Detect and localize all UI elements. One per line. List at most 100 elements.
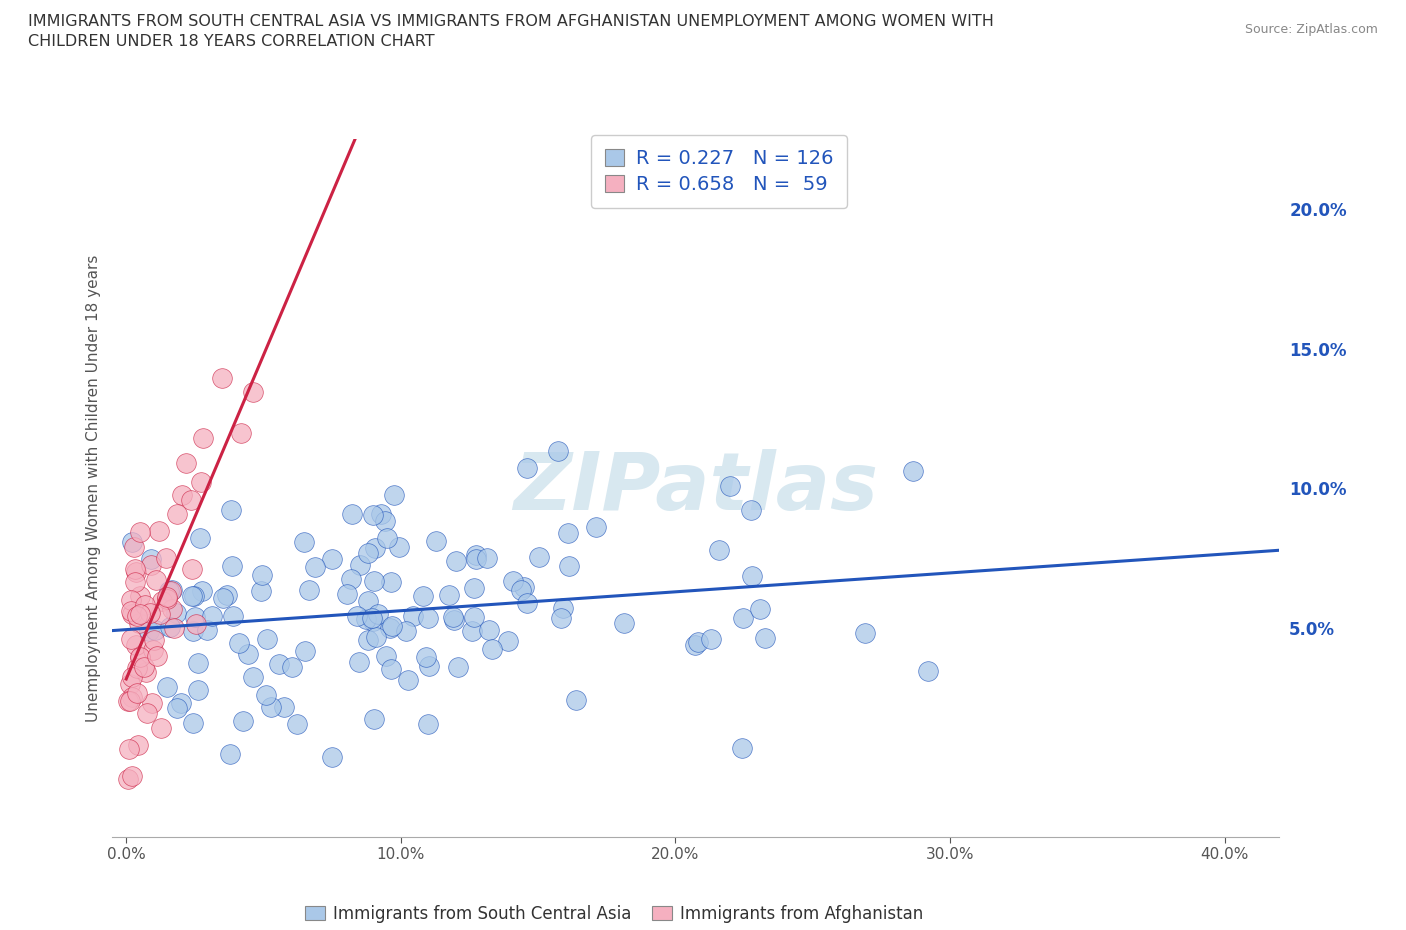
Point	[201, 608, 224, 623]
Point	[148, 524, 170, 538]
Text: ZIPatlas: ZIPatlas	[513, 449, 879, 527]
Point	[269, 657, 291, 671]
Point	[129, 649, 152, 664]
Point	[138, 624, 160, 639]
Point	[156, 590, 179, 604]
Point	[163, 620, 186, 635]
Point	[190, 531, 212, 546]
Point	[249, 583, 271, 598]
Point	[219, 503, 242, 518]
Point	[120, 592, 142, 607]
Point	[718, 478, 741, 493]
Legend: Immigrants from South Central Asia, Immigrants from Afghanistan: Immigrants from South Central Asia, Immi…	[298, 898, 931, 930]
Point	[481, 642, 503, 657]
Point	[298, 582, 321, 597]
Point	[159, 619, 181, 634]
Point	[281, 659, 304, 674]
Point	[181, 715, 204, 730]
Point	[222, 609, 245, 624]
Point	[156, 680, 179, 695]
Point	[740, 502, 762, 517]
Point	[464, 551, 486, 566]
Point	[292, 535, 315, 550]
Point	[187, 656, 209, 671]
Point	[374, 514, 396, 529]
Point	[236, 646, 259, 661]
Point	[709, 542, 731, 557]
Point	[143, 632, 166, 647]
Point	[273, 700, 295, 715]
Point	[169, 696, 191, 711]
Point	[496, 633, 519, 648]
Point	[564, 692, 586, 707]
Point	[425, 534, 447, 549]
Point	[585, 519, 607, 534]
Point	[374, 648, 396, 663]
Point	[139, 552, 162, 567]
Point	[388, 539, 411, 554]
Point	[160, 583, 183, 598]
Point	[135, 705, 157, 720]
Point	[285, 716, 308, 731]
Point	[463, 580, 485, 595]
Point	[120, 694, 142, 709]
Point	[187, 683, 209, 698]
Point	[125, 637, 148, 652]
Point	[160, 602, 183, 617]
Point	[304, 559, 326, 574]
Point	[180, 493, 202, 508]
Point	[415, 649, 437, 664]
Point	[512, 579, 534, 594]
Point	[375, 530, 398, 545]
Point	[141, 696, 163, 711]
Point	[121, 690, 143, 705]
Point	[180, 562, 202, 577]
Point	[547, 444, 569, 458]
Point	[125, 685, 148, 700]
Point	[219, 747, 242, 762]
Y-axis label: Unemployment Among Women with Children Under 18 years: Unemployment Among Women with Children U…	[86, 255, 101, 722]
Point	[733, 610, 755, 625]
Point	[557, 558, 579, 573]
Point	[118, 676, 141, 691]
Point	[412, 589, 434, 604]
Point	[129, 607, 152, 622]
Point	[557, 525, 579, 540]
Point	[550, 611, 572, 626]
Point	[402, 609, 425, 624]
Point	[443, 612, 465, 627]
Point	[340, 506, 363, 521]
Point	[121, 670, 143, 684]
Point	[142, 643, 165, 658]
Point	[117, 771, 139, 786]
Point	[463, 609, 485, 624]
Point	[349, 654, 371, 669]
Point	[527, 550, 550, 565]
Point	[321, 749, 343, 764]
Point	[242, 670, 264, 684]
Point	[336, 587, 359, 602]
Point	[191, 431, 214, 445]
Point	[125, 565, 148, 579]
Point	[294, 644, 316, 658]
Point	[143, 622, 166, 637]
Point	[139, 605, 162, 620]
Point	[349, 557, 371, 572]
Point	[125, 660, 148, 675]
Point	[381, 618, 404, 633]
Point	[228, 635, 250, 650]
Point	[242, 385, 264, 400]
Point	[141, 557, 163, 572]
Point	[364, 540, 387, 555]
Point	[149, 606, 172, 621]
Point	[321, 551, 343, 566]
Point	[418, 658, 440, 673]
Point	[125, 608, 148, 623]
Point	[700, 631, 723, 646]
Point	[363, 711, 385, 726]
Point	[361, 508, 384, 523]
Point	[256, 631, 278, 646]
Point	[117, 693, 139, 708]
Point	[211, 370, 233, 385]
Point	[212, 590, 235, 604]
